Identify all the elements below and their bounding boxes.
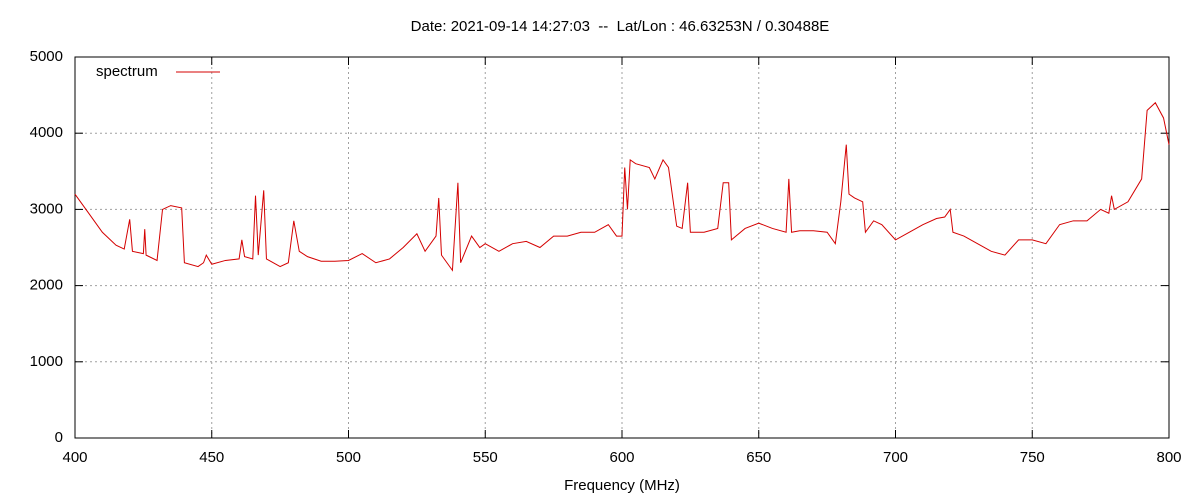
y-tick-label: 0 (55, 429, 63, 446)
x-tick-label: 550 (473, 449, 498, 466)
plot-border (74, 56, 1170, 439)
spectrum-line (74, 101, 1170, 272)
y-tick-label: 3000 (30, 200, 63, 217)
x-tick-label: 650 (746, 449, 771, 466)
x-tick-label: 450 (199, 449, 224, 466)
x-axis-label: Frequency (MHz) (564, 477, 680, 494)
y-tick-label: 1000 (30, 353, 63, 370)
y-tick-label: 2000 (30, 277, 63, 294)
x-tick-label: 500 (336, 449, 361, 466)
x-tick-label: 600 (609, 449, 634, 466)
chart-title: Date: 2021-09-14 14:27:03 -- Lat/Lon : 4… (411, 18, 830, 35)
y-tick-label: 4000 (30, 124, 63, 141)
x-tick-label: 800 (1156, 449, 1181, 466)
x-tick-label: 700 (883, 449, 908, 466)
y-tick-label: 5000 (30, 48, 63, 65)
x-tick-label: 400 (62, 449, 87, 466)
legend-label: spectrum (96, 63, 158, 80)
x-tick-label: 750 (1020, 449, 1045, 466)
